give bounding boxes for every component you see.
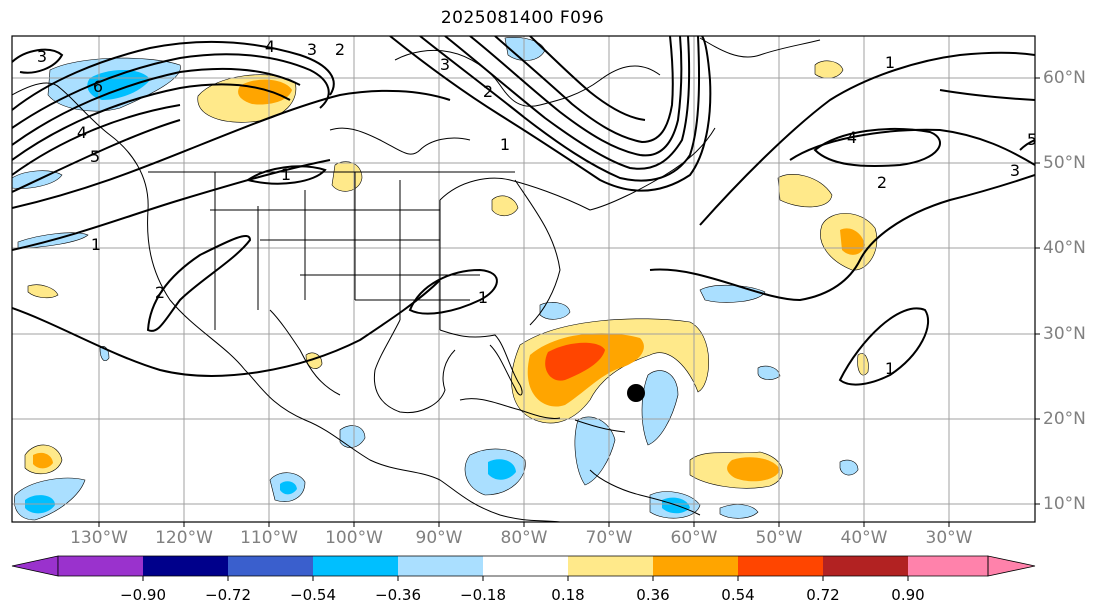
contour-label: 2 bbox=[155, 283, 165, 302]
contour-label: 4 bbox=[265, 37, 275, 56]
contour-label: 3 bbox=[37, 47, 47, 66]
contour-label: 5 bbox=[1027, 130, 1037, 149]
latitude-label: 20°N bbox=[1043, 409, 1086, 429]
colorbar bbox=[11, 555, 1036, 581]
longitude-label: 90°W bbox=[415, 528, 463, 548]
contour-label: 3 bbox=[1010, 161, 1020, 180]
contour-label: 6 bbox=[93, 77, 103, 96]
anomaly-shading bbox=[12, 37, 878, 521]
longitude-label: 30°W bbox=[925, 528, 973, 548]
longitude-label: 60°W bbox=[670, 528, 718, 548]
contour-label: 5 bbox=[90, 147, 100, 166]
negative-anomaly-core bbox=[87, 69, 150, 100]
latitude-label: 30°N bbox=[1043, 324, 1086, 344]
contour-label: 4 bbox=[77, 123, 87, 142]
colorbar-tick-label: 0.36 bbox=[636, 586, 670, 604]
positive-anomaly-patch bbox=[857, 353, 869, 376]
negative-anomaly-patch bbox=[574, 416, 616, 486]
colorbar-extend-high bbox=[987, 555, 1036, 577]
negative-anomaly-patch bbox=[641, 370, 679, 446]
positive-anomaly-max bbox=[545, 342, 605, 381]
colorbar-tick-label: 0.72 bbox=[806, 586, 840, 604]
negative-anomaly-patch bbox=[539, 302, 571, 320]
colorbar-tick-label: 0.18 bbox=[551, 586, 585, 604]
positive-anomaly-patch bbox=[491, 195, 519, 217]
colorbar-tick-label: −0.72 bbox=[205, 586, 251, 604]
longitude-label: 100°W bbox=[325, 528, 383, 548]
colorbar-extend-low bbox=[11, 555, 59, 577]
contour-label: 3 bbox=[440, 55, 450, 74]
contour-label: 4 bbox=[847, 128, 857, 147]
colorbar-tick-label: 0.54 bbox=[721, 586, 755, 604]
contour-labels: 3 4 3 2 5 6 4 1 3 2 1 1 2 1 1 4 2 3 5 1 … bbox=[37, 37, 1037, 378]
positive-anomaly-patch bbox=[814, 60, 844, 79]
negative-anomaly-patch bbox=[339, 425, 366, 448]
contour-label: 1 bbox=[478, 288, 488, 307]
colorbar-tick-label: 0.90 bbox=[891, 586, 925, 604]
positive-anomaly-patch bbox=[331, 161, 363, 192]
longitude-label: 70°W bbox=[585, 528, 633, 548]
negative-anomaly-core bbox=[488, 459, 516, 480]
longitude-label: 40°W bbox=[840, 528, 888, 548]
latitude-label: 10°N bbox=[1043, 494, 1086, 514]
coastlines bbox=[12, 37, 821, 522]
colorbar-tick-label: −0.36 bbox=[375, 586, 421, 604]
longitude-label: 80°W bbox=[500, 528, 548, 548]
storm-center-marker bbox=[627, 384, 645, 402]
colorbar-tick-label: −0.90 bbox=[120, 586, 166, 604]
negative-anomaly-patch bbox=[757, 365, 781, 380]
negative-anomaly-core bbox=[280, 481, 297, 495]
positive-anomaly-patch bbox=[27, 284, 59, 299]
contour-label: 1 bbox=[281, 165, 291, 184]
map-title: 2025081400 F096 bbox=[440, 8, 605, 28]
negative-anomaly-patch bbox=[719, 504, 759, 519]
latitude-label: 50°N bbox=[1043, 153, 1086, 173]
axis-ticks bbox=[98, 77, 1040, 527]
positive-anomaly-core bbox=[727, 457, 780, 482]
contour-label: 2 bbox=[877, 173, 887, 192]
contour-label: 3 bbox=[307, 40, 317, 59]
contour-label: 2 bbox=[335, 40, 345, 59]
latitude-label: 40°N bbox=[1043, 238, 1086, 258]
positive-anomaly-patch bbox=[777, 174, 833, 208]
contour-label: 1 bbox=[885, 359, 895, 378]
contour-lines bbox=[12, 36, 1035, 386]
longitude-label: 50°W bbox=[755, 528, 803, 548]
contour-label: 1 bbox=[500, 135, 510, 154]
longitude-label: 120°W bbox=[155, 528, 213, 548]
positive-anomaly-core bbox=[33, 452, 53, 469]
contour-label: 2 bbox=[483, 82, 493, 101]
longitude-label: 110°W bbox=[240, 528, 298, 548]
colorbar-tick-label: −0.18 bbox=[460, 586, 506, 604]
longitude-label: 130°W bbox=[70, 528, 128, 548]
latitude-label: 60°N bbox=[1043, 68, 1086, 88]
negative-anomaly-patch bbox=[699, 284, 766, 303]
graticule bbox=[12, 36, 1035, 522]
colorbar-tick-label: −0.54 bbox=[290, 586, 336, 604]
contour-label: 1 bbox=[91, 235, 101, 254]
contour-label: 1 bbox=[885, 53, 895, 72]
negative-anomaly-patch bbox=[839, 459, 859, 476]
